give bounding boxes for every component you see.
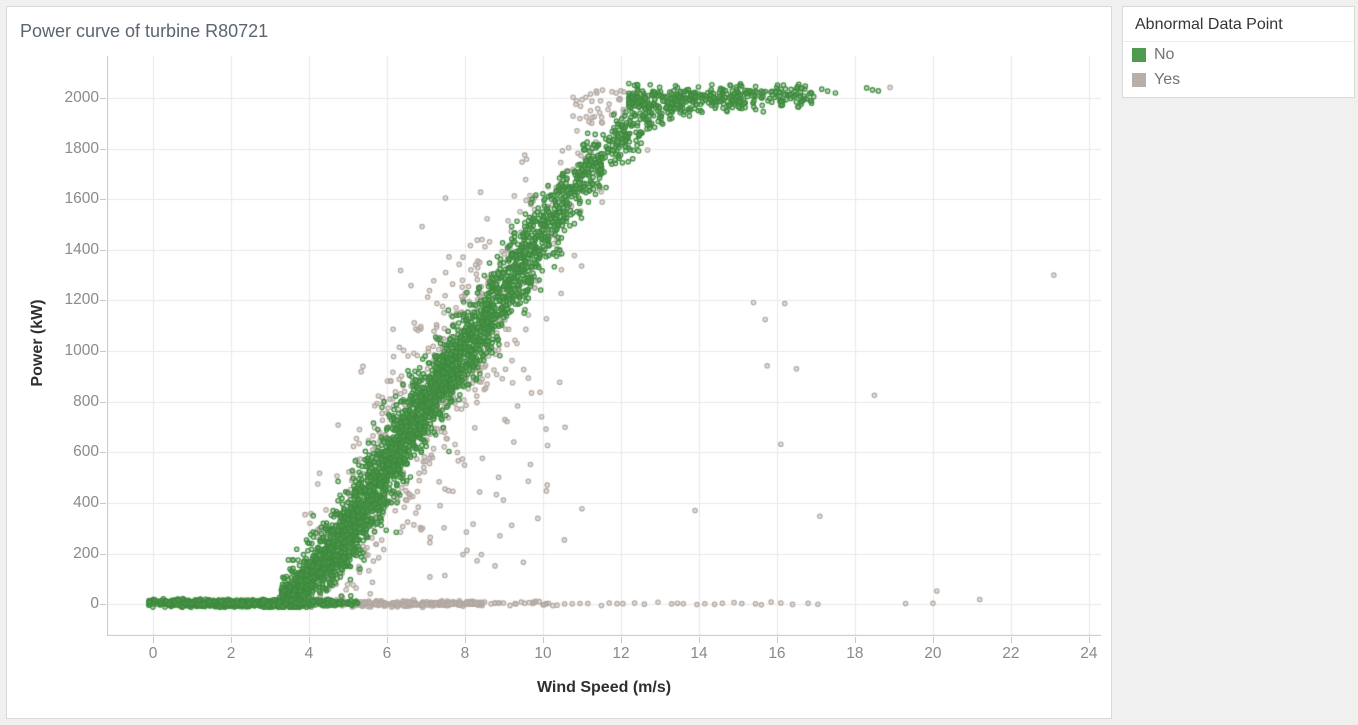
y-tick-label: 400 [73, 493, 99, 511]
chart-title: Power curve of turbine R80721 [20, 21, 269, 41]
x-tick-mark [543, 637, 544, 643]
x-tick-mark [309, 637, 310, 643]
x-tick-mark [855, 637, 856, 643]
x-axis-title: Wind Speed (m/s) [536, 679, 672, 696]
x-tick-label: 8 [460, 645, 470, 662]
y-tick-mark [100, 554, 106, 555]
x-tick-mark [621, 637, 622, 643]
y-tick-label: 1800 [64, 139, 99, 157]
legend-item-yes[interactable]: Yes [1123, 67, 1354, 92]
x-tick-mark [1089, 637, 1090, 643]
x-tick-label: 0 [148, 645, 158, 662]
x-tick-label: 10 [534, 645, 552, 662]
legend-panel: Abnormal Data Point No Yes [1122, 6, 1355, 98]
legend-title: Abnormal Data Point [1123, 7, 1354, 42]
x-tick-label: 14 [690, 645, 708, 662]
x-tick-label: 4 [304, 645, 314, 662]
x-tick-mark [699, 637, 700, 643]
y-tick-mark [100, 503, 106, 504]
y-tick-mark [100, 402, 106, 403]
x-tick-label: 18 [846, 645, 864, 662]
y-tick-label: 2000 [64, 89, 99, 106]
y-tick-label: 0 [90, 595, 99, 613]
x-tick-mark [1011, 637, 1012, 643]
legend-item-no[interactable]: No [1123, 42, 1354, 67]
y-tick-mark [100, 300, 106, 301]
x-tick-mark [777, 637, 778, 643]
y-tick-mark [100, 250, 106, 251]
y-tick-mark [100, 98, 106, 99]
x-tick-label: 20 [924, 645, 942, 662]
legend-swatch-no-icon [1132, 47, 1146, 62]
x-tick-label: 22 [1002, 645, 1020, 662]
y-tick-label: 1600 [64, 190, 99, 208]
y-tick-label: 800 [73, 392, 99, 410]
x-tick-label: 6 [382, 645, 392, 662]
scatter-plot-canvas[interactable] [107, 56, 1101, 636]
legend-swatch-yes-icon [1132, 72, 1146, 87]
x-tick-label: 16 [768, 645, 786, 662]
y-tick-mark [100, 604, 106, 605]
x-tick-label: 12 [612, 645, 630, 662]
x-tick-mark [153, 637, 154, 643]
legend-label-no: No [1154, 45, 1175, 63]
y-tick-mark [100, 351, 106, 352]
power-curve-panel: Power curve of turbine R80721 Power (kW)… [6, 6, 1112, 719]
y-tick-label: 600 [73, 443, 99, 461]
x-tick-mark [387, 637, 388, 643]
x-tick-label: 24 [1080, 645, 1098, 662]
y-tick-label: 1200 [64, 291, 99, 309]
y-tick-mark [100, 452, 106, 453]
y-tick-mark [100, 199, 106, 200]
y-tick-label: 1400 [64, 240, 99, 258]
x-tick-mark [231, 637, 232, 643]
x-tick-mark [465, 637, 466, 643]
y-tick-mark [100, 149, 106, 150]
y-tick-label: 200 [73, 544, 99, 562]
y-tick-label: 1000 [64, 342, 99, 360]
x-tick-label: 2 [226, 645, 236, 662]
legend-label-yes: Yes [1154, 70, 1181, 88]
x-tick-mark [933, 637, 934, 643]
